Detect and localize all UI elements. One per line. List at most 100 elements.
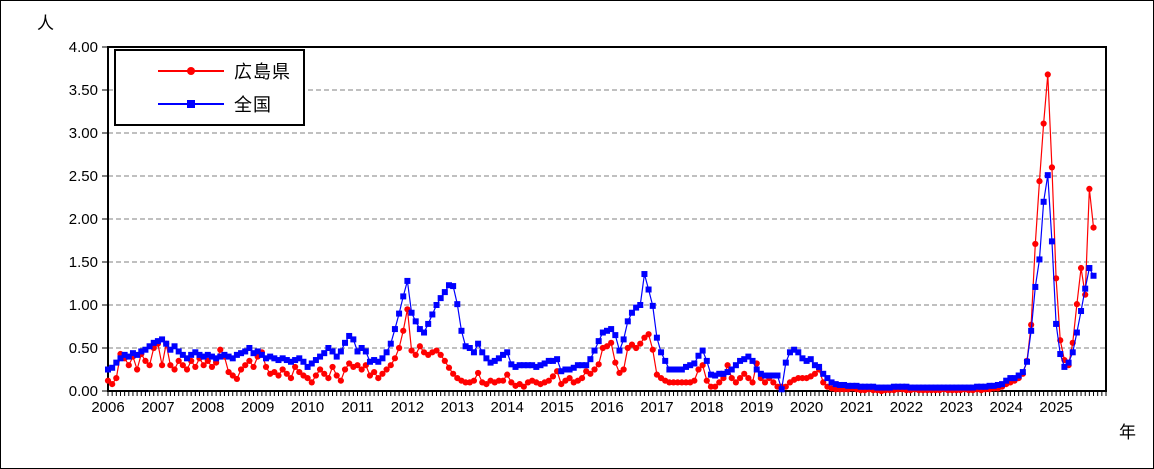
data-point-marker: [624, 318, 631, 325]
data-point-marker: [907, 384, 914, 391]
data-point-marker: [184, 355, 191, 362]
y-tick-label: 4.00: [69, 39, 98, 56]
data-point-marker: [495, 355, 502, 362]
data-point-marker: [242, 362, 249, 369]
x-tick-label: 2013: [441, 399, 474, 416]
y-tick-label: 0.50: [69, 340, 98, 357]
data-point-marker: [1003, 377, 1010, 384]
data-point-marker: [346, 332, 353, 339]
data-point-marker: [678, 366, 685, 373]
data-point-marker: [703, 377, 710, 384]
data-point-marker: [903, 383, 910, 390]
data-point-marker: [1036, 178, 1043, 185]
data-point-marker: [591, 347, 598, 354]
data-point-marker: [666, 366, 673, 373]
data-point-marker: [587, 356, 594, 363]
data-point-marker: [441, 289, 448, 296]
data-point-marker: [296, 368, 303, 376]
data-point-marker: [258, 351, 265, 358]
data-point-marker: [104, 377, 112, 384]
data-point-marker: [616, 369, 623, 377]
y-tick-label: 2.00: [69, 211, 98, 228]
data-point-marker: [109, 364, 116, 371]
data-point-marker: [358, 366, 365, 373]
x-tick-label: 2024: [990, 399, 1023, 416]
data-point-marker: [154, 338, 161, 345]
x-tick-label: 2021: [840, 399, 873, 416]
data-point-marker: [612, 332, 619, 339]
data-point-marker: [770, 379, 777, 386]
data-point-marker: [824, 375, 831, 382]
data-point-marker: [795, 349, 802, 356]
data-point-marker: [558, 368, 565, 375]
legend-sample-zenkoku: [158, 99, 224, 108]
data-point-marker: [936, 384, 943, 391]
data-point-marker: [271, 355, 278, 362]
data-point-marker: [283, 370, 290, 377]
data-point-marker: [445, 364, 453, 371]
x-tick-label: 2007: [141, 399, 174, 416]
data-point-marker: [949, 384, 956, 391]
data-point-marker: [653, 371, 661, 378]
data-point-marker: [400, 293, 407, 300]
data-point-marker: [283, 357, 290, 364]
data-point-marker: [1053, 275, 1060, 282]
data-point-marker: [458, 327, 465, 334]
y-tick-label: 1.50: [69, 254, 98, 271]
data-point-marker: [1032, 283, 1039, 290]
data-point-marker: [757, 370, 764, 377]
data-point-marker: [878, 384, 885, 391]
data-point-marker: [732, 379, 740, 386]
data-point-marker: [687, 362, 694, 369]
data-point-marker: [504, 349, 511, 356]
data-point-marker: [974, 383, 981, 390]
data-point-marker: [279, 355, 286, 362]
data-point-marker: [845, 382, 852, 389]
data-point-marker: [712, 383, 719, 390]
data-point-marker: [279, 366, 286, 373]
data-point-marker: [637, 340, 644, 347]
data-point-marker: [633, 344, 640, 352]
data-point-marker: [608, 326, 615, 333]
data-point-marker: [803, 357, 810, 364]
data-point-marker: [562, 366, 569, 373]
data-point-marker: [641, 334, 648, 341]
data-point-marker: [499, 377, 507, 384]
data-point-marker: [1077, 264, 1085, 272]
data-point-marker: [915, 384, 922, 391]
data-point-marker: [841, 381, 848, 388]
data-point-marker: [408, 347, 415, 354]
data-point-marker: [728, 366, 735, 373]
data-point-marker: [566, 366, 573, 373]
data-point-marker: [262, 363, 270, 371]
data-point-marker: [932, 384, 939, 391]
data-point-marker: [512, 363, 519, 370]
data-point-marker: [832, 381, 839, 388]
data-point-marker: [658, 349, 665, 356]
data-point-marker: [1040, 198, 1047, 205]
data-point-marker: [250, 350, 257, 357]
data-point-marker: [529, 362, 536, 369]
data-point-marker: [1086, 185, 1093, 192]
data-point-marker: [125, 353, 132, 360]
data-point-marker: [566, 375, 573, 382]
data-point-marker: [487, 359, 494, 366]
data-point-marker: [982, 383, 989, 390]
data-point-marker: [475, 340, 482, 347]
data-point-marker: [333, 353, 340, 360]
data-point-marker: [437, 351, 444, 358]
data-point-marker: [1040, 120, 1047, 127]
data-point-marker: [620, 366, 627, 373]
data-point-marker: [200, 362, 207, 369]
data-point-marker: [200, 353, 207, 360]
data-point-marker: [308, 360, 315, 367]
data-point-marker: [1007, 375, 1014, 382]
data-point-marker: [171, 343, 178, 350]
legend-item-zenkoku: 全国: [156, 91, 303, 117]
data-point-marker: [899, 383, 906, 390]
data-point-marker: [1044, 71, 1051, 78]
data-point-marker: [870, 383, 877, 390]
data-point-marker: [1044, 172, 1051, 179]
data-point-marker: [737, 357, 744, 364]
